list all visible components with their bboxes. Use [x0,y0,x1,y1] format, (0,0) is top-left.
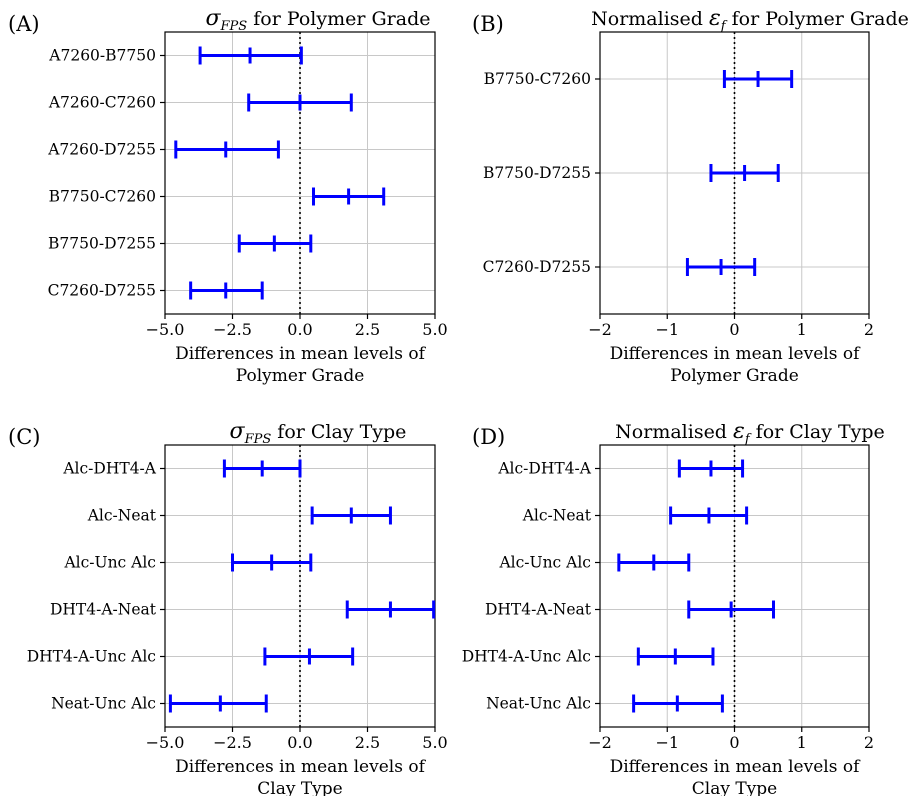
panel-d: −2 −1 0 1 2 Alc-DHT4-A Alc-Neat Alc-Unc Alc DHT4… [462,419,885,796]
x-axis-label: Polymer Grade [236,366,365,386]
title-rest: for Clay Type [271,421,406,443]
title-symbol: σ [230,419,246,444]
category-label: DHT4-A-Neat [50,601,157,619]
category-label: C7260-D7255 [48,282,156,300]
x-tick-label: 0.0 [287,320,312,339]
panel-letter: (D) [472,425,505,449]
panel-letter: (C) [8,425,40,449]
category-label: A7260-C7260 [48,94,156,112]
category-label: Alc-Neat [87,507,157,525]
title-subscript: f [744,432,752,447]
x-axis-label: Differences in mean levels of [610,344,861,364]
title-rest: for Polymer Grade [726,8,909,30]
x-tick-label: 0 [729,320,739,339]
x-axis-label: Differences in mean levels of [175,344,426,364]
title-rest: for Clay Type [750,421,885,443]
category-label: B7750-C7260 [49,188,156,206]
category-label: Alc-Unc Alc [63,554,156,572]
category-label: B7750-D7255 [48,235,156,253]
x-axis-label: Differences in mean levels of [610,757,861,777]
x-tick-label: −5.0 [146,733,185,752]
chart-title: Normalised εf for Polymer Grade [591,6,909,34]
category-label: A7260-D7255 [47,141,156,159]
panel-a: −5.0 −2.5 0.0 2.5 5.0 A7260-B7750 A7260-C7260 A… [8,6,448,386]
x-tick-label: −5.0 [146,320,185,339]
panel-c: −5.0 −2.5 0.0 2.5 5.0 Alc-DHT4-A Alc-Neat Alc-U… [8,419,448,796]
x-axis-label: Clay Type [692,779,777,796]
category-label: B7750-D7255 [483,164,591,182]
category-label: Neat-Unc Alc [486,695,591,713]
x-tick-label: 2 [864,320,874,339]
category-label: DHT4-A-Neat [485,601,592,619]
x-tick-label: −2 [588,320,612,339]
chart-title: Normalised εf for Clay Type [615,419,885,447]
x-tick-label: 5.0 [422,320,447,339]
title-symbol: ε [733,419,745,444]
x-tick-label: −2.5 [213,320,252,339]
x-tick-label: 2.5 [355,320,380,339]
panel-b: −2 −1 0 1 2 B7750-C7260 B7750-D7255 C7260-D7255… [472,6,909,386]
title-subscript: FPS [220,19,248,34]
x-tick-label: 1 [797,733,807,752]
x-tick-label: 2.5 [355,733,380,752]
x-tick-label: −2 [588,733,612,752]
title-symbol: σ [206,6,222,31]
category-label: A7260-B7750 [48,47,156,65]
x-axis-label: Clay Type [257,779,342,796]
x-tick-label: −1 [655,733,679,752]
category-label: C7260-D7255 [483,258,591,276]
chart-title: σFPS for Clay Type [230,419,407,447]
title-subscript: FPS [244,432,272,447]
chart-title: σFPS for Polymer Grade [206,6,431,34]
title-prefix: Normalised [615,421,733,443]
panel-letter: (B) [472,12,504,36]
category-label: Alc-DHT4-A [62,460,156,478]
x-tick-label: 2 [864,733,874,752]
title-prefix: Normalised [591,8,709,30]
category-label: DHT4-A-Unc Alc [27,648,156,666]
x-tick-label: −2.5 [213,733,252,752]
x-tick-label: 1 [797,320,807,339]
title-subscript: f [720,19,728,34]
category-label: Neat-Unc Alc [51,695,156,713]
x-tick-label: 0.0 [287,733,312,752]
x-axis-label: Polymer Grade [670,366,799,386]
panel-letter: (A) [8,12,40,36]
x-axis-label: Differences in mean levels of [175,757,426,777]
title-rest: for Polymer Grade [247,8,430,30]
x-tick-label: 0 [729,733,739,752]
x-tick-label: 5.0 [422,733,447,752]
category-label: B7750-C7260 [484,70,591,88]
category-label: Alc-Unc Alc [498,554,591,572]
category-label: Alc-Neat [522,507,592,525]
category-label: Alc-DHT4-A [497,460,591,478]
category-label: DHT4-A-Unc Alc [462,648,591,666]
x-tick-label: −1 [655,320,679,339]
title-symbol: ε [709,6,721,31]
